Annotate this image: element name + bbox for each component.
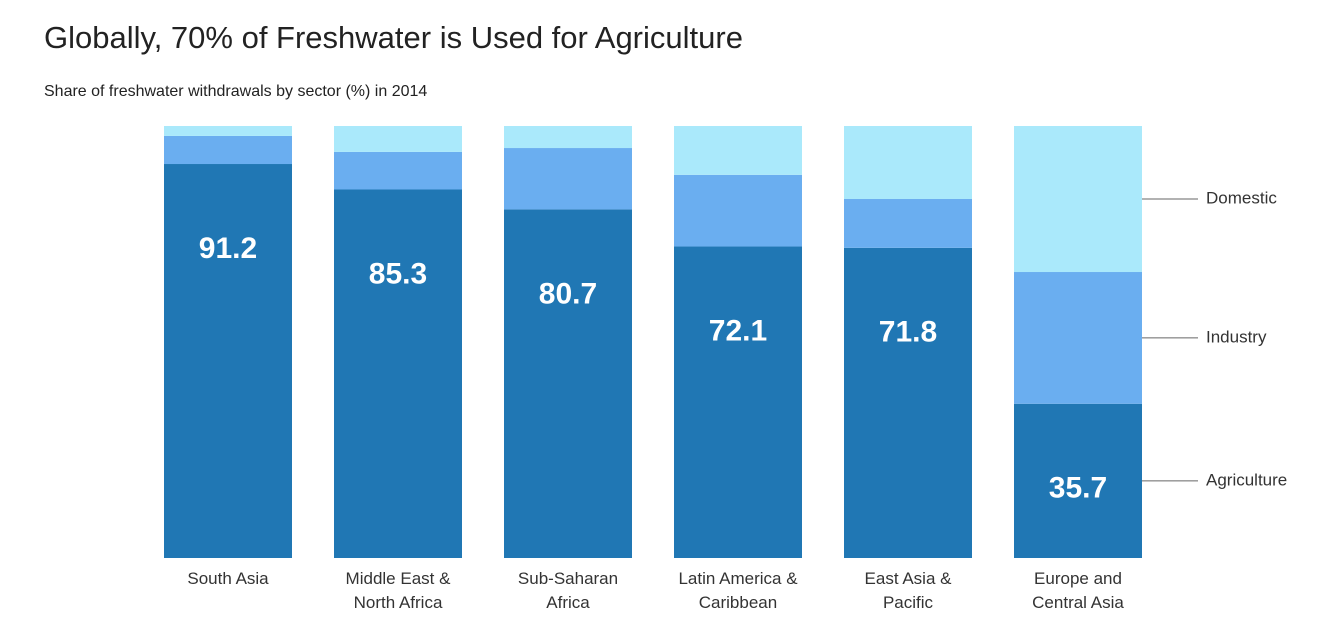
bar-segment (164, 164, 292, 559)
bar-segment (334, 151, 462, 190)
bar-segment (844, 199, 972, 248)
data-label: 35.7 (1049, 472, 1107, 505)
data-label: 91.2 (199, 232, 257, 265)
legend-label: Agriculture (1206, 470, 1287, 489)
bar-segment (1014, 403, 1142, 558)
bar-segment (334, 126, 462, 152)
data-label: 71.8 (879, 316, 937, 349)
legend-label: Industry (1206, 327, 1267, 346)
bar-segment (504, 209, 632, 558)
chart-title: Globally, 70% of Freshwater is Used for … (44, 20, 743, 55)
bar-segment (674, 126, 802, 175)
bar-segment (164, 126, 292, 136)
bar-segment (674, 174, 802, 247)
bar-segment (674, 246, 802, 558)
bar-segment (164, 135, 292, 165)
data-label: 80.7 (539, 277, 597, 310)
bar-segment (1014, 126, 1142, 273)
x-tick-label: Middle East & North Africa (345, 569, 451, 612)
legend-label: Domestic (1206, 188, 1277, 207)
bar-segment (504, 126, 632, 149)
bar-segment (334, 189, 462, 558)
bar-segment (844, 126, 972, 200)
x-tick-label: South Asia (187, 569, 269, 588)
data-label: 85.3 (369, 257, 427, 290)
x-tick-label: Sub-Saharan Africa (517, 569, 619, 612)
bar-segment (504, 148, 632, 210)
bar-segment (844, 247, 972, 558)
x-tick-label: East Asia & Pacific (864, 569, 952, 612)
data-label: 72.1 (709, 314, 767, 347)
bar-segment (1014, 272, 1142, 404)
x-tick-label: Europe and Central Asia (1032, 569, 1124, 612)
x-tick-label: Latin America & Caribbean (678, 569, 798, 612)
chart-subtitle: Share of freshwater withdrawals by secto… (44, 83, 427, 100)
